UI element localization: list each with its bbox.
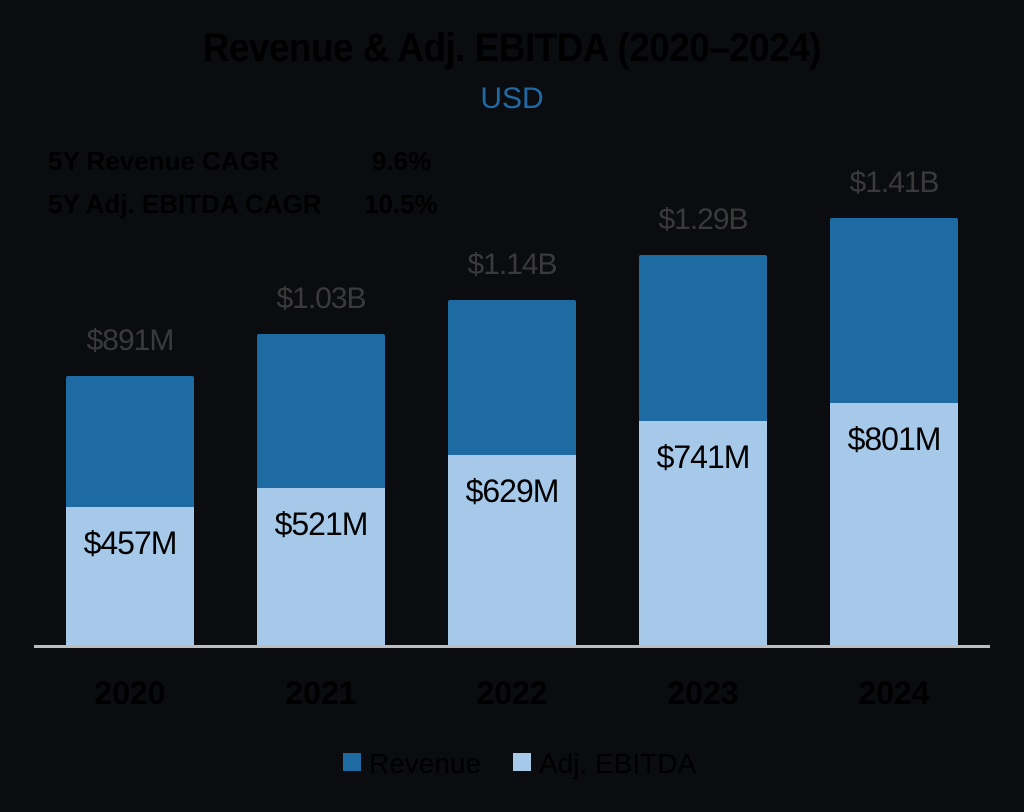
bar-2021: $521M xyxy=(257,333,385,646)
bar-2023: $741M xyxy=(639,254,767,646)
revenue-total-label: $1.29B xyxy=(658,202,748,236)
ebitda-value-label: $801M xyxy=(847,421,942,458)
bar-segment-ebitda: $457M xyxy=(66,507,194,646)
revenue-total-label: $891M xyxy=(86,323,175,357)
ebitda-value-label: $457M xyxy=(83,525,178,562)
cagr-revenue-value: 9.6% xyxy=(372,146,432,176)
bar-segment-revenue xyxy=(257,333,385,489)
chart-title: Revenue & Adj. EBITDA (2020–2024) xyxy=(202,26,822,70)
cagr-ebitda-value: 10.5% xyxy=(364,189,438,219)
cagr-ebitda-label: 5Y Adj. EBITDA CAGR xyxy=(48,189,322,219)
bar-2024: $801M xyxy=(830,218,958,646)
x-tick-label: 2022 xyxy=(476,675,548,711)
bar-segment-ebitda: $801M xyxy=(830,403,958,646)
revenue-total-label: $1.03B xyxy=(276,281,366,315)
bar-segment-revenue xyxy=(830,218,958,404)
legend-swatch-revenue xyxy=(343,753,361,771)
bar-segment-revenue xyxy=(448,300,576,456)
bar-2022: $629M xyxy=(448,300,576,646)
x-tick-label: 2024 xyxy=(858,675,930,711)
bar-2020: $457M xyxy=(66,375,194,646)
x-tick-label: 2021 xyxy=(285,675,357,711)
revenue-total-label: $1.41B xyxy=(849,166,939,200)
bar-segment-ebitda: $521M xyxy=(257,488,385,646)
legend-label-ebitda: Adj. EBITDA xyxy=(539,748,697,779)
ebitda-value-label: $741M xyxy=(656,439,751,476)
x-axis-line xyxy=(34,645,990,648)
cagr-revenue-label: 5Y Revenue CAGR xyxy=(48,146,279,176)
revenue-total-label: $1.14B xyxy=(467,248,557,282)
ebitda-value-label: $629M xyxy=(465,473,560,510)
x-tick-label: 2020 xyxy=(94,675,166,711)
legend-label-revenue: Revenue xyxy=(369,748,482,779)
legend-swatch-ebitda xyxy=(513,753,531,771)
bar-segment-ebitda: $629M xyxy=(448,455,576,646)
x-tick-label: 2023 xyxy=(667,675,739,711)
bar-segment-ebitda: $741M xyxy=(639,421,767,646)
ebitda-value-label: $521M xyxy=(274,506,369,543)
bar-segment-revenue xyxy=(639,254,767,422)
bar-segment-revenue xyxy=(66,375,194,508)
chart-subtitle: USD xyxy=(480,82,544,115)
